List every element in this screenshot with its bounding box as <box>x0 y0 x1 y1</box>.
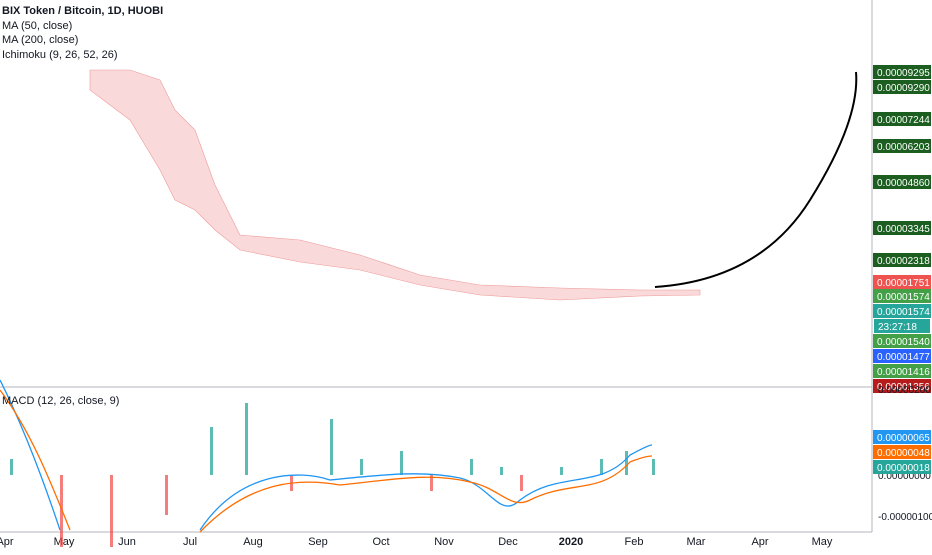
legend-ichimoku[interactable]: Ichimoku (9, 26, 52, 26) <box>2 48 118 61</box>
macd-histogram-bar <box>625 451 628 475</box>
x-tick-label: Nov <box>434 536 454 548</box>
macd-axis-label: 0.00000200 <box>878 385 931 396</box>
price-label-box <box>873 80 931 94</box>
macd-zero-label: 0.00000000 <box>878 471 931 482</box>
price-label-text: 0.00009295 <box>877 68 930 79</box>
price-label-box <box>873 334 931 348</box>
price-label-box <box>873 364 931 378</box>
price-label-text: 23:27:18 <box>878 322 917 333</box>
price-label-box <box>873 112 931 126</box>
x-tick-label: Feb <box>625 536 644 548</box>
price-label-text: 0.00001416 <box>877 367 930 378</box>
x-tick-label: Apr <box>751 536 768 548</box>
legend-ma50[interactable]: MA (50, close) <box>2 19 73 32</box>
macd-tick-label: -0.00000100 <box>878 512 932 523</box>
price-label-box <box>873 139 931 153</box>
price-label-box <box>873 65 931 79</box>
x-tick-label: Aug <box>243 536 263 548</box>
macd-histogram-bar <box>600 459 603 475</box>
x-tick-label: Apr <box>0 536 14 548</box>
x-tick-label: Dec <box>498 536 518 548</box>
price-label-box <box>873 175 931 189</box>
price-label-box <box>873 275 931 289</box>
x-tick-label: May <box>812 536 833 548</box>
price-label-text: 0.00001574 <box>877 307 930 318</box>
price-label-text: 0.00001477 <box>877 352 930 363</box>
macd-histogram-bar <box>60 475 63 547</box>
macd-histogram-bar <box>360 459 363 475</box>
macd-histogram-bar <box>560 467 563 475</box>
macd-line <box>0 379 653 531</box>
price-label-text: 0.00006203 <box>877 142 930 153</box>
price-label-text: 0.00001751 <box>877 278 930 289</box>
macd-histogram-bar <box>652 459 655 475</box>
price-label-text: 0.00001574 <box>877 292 930 303</box>
macd-histogram-bar <box>470 459 473 475</box>
macd-legend[interactable]: MACD (12, 26, close, 9) <box>2 395 120 407</box>
macd-label-box <box>873 445 931 459</box>
x-tick-label: Oct <box>372 536 389 548</box>
macd-histogram-bar <box>400 451 403 475</box>
ichimoku-cloud <box>89 69 701 301</box>
price-label-box <box>873 221 931 235</box>
price-label-text: 0.00003345 <box>877 224 930 235</box>
macd-label-box <box>873 430 931 444</box>
macd-label-box <box>873 460 931 474</box>
macd-histogram-bar <box>430 475 433 491</box>
macd-histogram-bar <box>210 427 213 475</box>
price-label-box <box>873 349 931 363</box>
macd-histogram-bar <box>10 459 13 475</box>
x-tick-label: Mar <box>687 536 706 548</box>
macd-histogram-bar <box>500 467 503 475</box>
macd-histogram-bar <box>110 475 113 547</box>
legend-ma200[interactable]: MA (200, close) <box>2 34 79 46</box>
macd-histogram-bar <box>165 475 168 515</box>
x-tick-label: Jul <box>183 536 197 548</box>
price-label-box <box>873 304 931 318</box>
x-tick-label: Sep <box>308 536 328 548</box>
macd-histogram-bar <box>330 419 333 475</box>
projection-curve <box>654 71 858 288</box>
price-label-text: 0.00001540 <box>877 337 930 348</box>
macd-histogram-bar <box>245 403 248 475</box>
x-tick-label: Jun <box>118 536 136 548</box>
price-label-box <box>873 289 931 303</box>
chart-legend: BIX Token / Bitcoin, 1D, HUOBI MA (50, c… <box>2 4 163 62</box>
price-label-box <box>873 379 931 393</box>
price-label-text: 0.00007244 <box>877 115 930 126</box>
price-label-box <box>873 253 931 267</box>
macd-label-text: 0.00000018 <box>877 463 930 474</box>
x-tick-label: 2020 <box>559 536 583 548</box>
price-label-text: 0.00002318 <box>877 256 930 267</box>
macd-label-text: 0.00000048 <box>877 448 930 459</box>
signal-line <box>0 389 653 533</box>
price-label-text: 0.00001356 <box>877 382 930 393</box>
price-label-text: 0.00004860 <box>877 178 930 189</box>
price-label-text: 0.00009290 <box>877 83 930 94</box>
chart-title: BIX Token / Bitcoin, 1D, HUOBI <box>2 5 164 17</box>
price-label-box <box>874 319 930 333</box>
x-tick-label: May <box>54 536 75 548</box>
macd-label-text: 0.00000065 <box>877 433 930 444</box>
macd-histogram-bar <box>520 475 523 491</box>
